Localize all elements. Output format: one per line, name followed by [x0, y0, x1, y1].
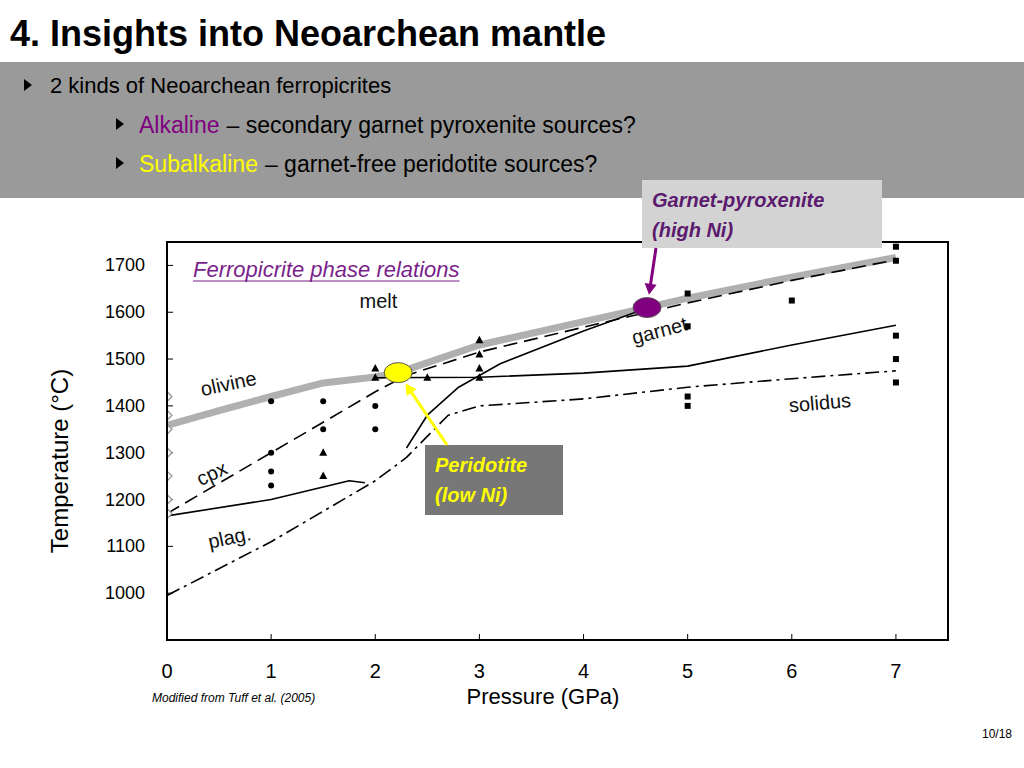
bullet-marker — [116, 118, 124, 130]
y-tick-label: 1700 — [105, 255, 145, 275]
phase-label: solidus — [788, 389, 852, 416]
experiment-point — [319, 448, 327, 456]
phase-label: cpx — [193, 457, 231, 490]
experiment-point — [268, 450, 274, 456]
experiment-point — [475, 364, 483, 372]
experiment-point — [320, 398, 326, 404]
source-marker — [633, 298, 661, 318]
y-tick-label: 1500 — [105, 349, 145, 369]
phase-label: olivine — [198, 367, 258, 400]
experiment-point — [423, 373, 431, 381]
x-tick-label: 4 — [578, 660, 589, 682]
x-tick-label: 7 — [890, 660, 901, 682]
callout-arrow — [650, 248, 656, 287]
y-tick-label: 1200 — [105, 490, 145, 510]
plot-area — [167, 244, 899, 596]
experiment-point — [789, 298, 795, 304]
y-tick-label: 1300 — [105, 443, 145, 463]
experiment-point — [475, 336, 483, 344]
phase-label: garnet — [629, 312, 690, 348]
keyword: Alkaline — [139, 112, 220, 138]
x-tick-label: 2 — [370, 660, 381, 682]
source-note: Modified from Tuff et al. (2005) — [152, 691, 315, 705]
x-tick-label: 0 — [161, 660, 172, 682]
experiment-point — [372, 426, 378, 432]
experiment-point — [893, 379, 899, 385]
sub-bullet-text: – garnet-free peridotite sources? — [265, 151, 597, 177]
experiment-point — [475, 373, 483, 381]
phase-boundary — [167, 371, 896, 596]
callout-box — [425, 445, 563, 515]
arrow-head — [645, 283, 657, 295]
x-tick-label: 5 — [682, 660, 693, 682]
experiment-point — [268, 482, 274, 488]
sub-bullet: Subalkaline – garnet-free peridotite sour… — [139, 151, 597, 177]
page-number: 10/18 — [982, 727, 1012, 741]
x-tick-label: 1 — [266, 660, 277, 682]
phase-boundary — [407, 312, 636, 448]
x-tick-label: 3 — [474, 660, 485, 682]
phase-boundary — [167, 481, 365, 516]
arrow-head — [405, 383, 416, 395]
bullet-marker — [116, 157, 124, 169]
callout-text: Garnet-pyroxenite — [652, 189, 824, 211]
phase-boundary — [167, 258, 896, 426]
bullet-band — [0, 62, 1024, 198]
callout-text: (high Ni) — [652, 219, 733, 241]
experiment-point — [268, 398, 274, 404]
experiment-point — [893, 244, 899, 250]
callout-text: (low Ni) — [435, 484, 508, 506]
sub-bullet: Alkaline – secondary garnet pyroxenite so… — [139, 112, 636, 138]
experiment-point — [319, 472, 327, 480]
phase-label: plag. — [206, 522, 253, 553]
x-axis-label: Pressure (GPa) — [467, 684, 620, 709]
experiment-point — [893, 333, 899, 339]
experiment-point — [268, 468, 274, 474]
bullet-marker — [24, 79, 32, 91]
y-tick-label: 1000 — [105, 583, 145, 603]
slide: 4. Insights into Neoarchean mantle 2 kind… — [0, 0, 1024, 768]
experiment-point — [475, 350, 483, 358]
phase-label: melt — [359, 290, 397, 312]
sub-bullet-text: – secondary garnet pyroxenite sources? — [227, 112, 636, 138]
experiment-point — [685, 403, 691, 409]
callout-box — [642, 180, 882, 248]
chart-title: Ferropicrite phase relations — [193, 257, 460, 282]
callout-text: Peridotite — [435, 454, 527, 476]
experiment-point — [685, 291, 691, 297]
bullet-text: 2 kinds of Neoarchean ferropicrites — [50, 73, 391, 98]
slide-title: 4. Insights into Neoarchean mantle — [10, 13, 606, 54]
experiment-point — [371, 373, 379, 381]
plot-frame — [167, 242, 948, 640]
experiment-point — [893, 258, 899, 264]
keyword: Subalkaline — [139, 151, 258, 177]
experiment-point — [372, 403, 378, 409]
experiment-point — [371, 364, 379, 372]
experiment-point — [685, 394, 691, 400]
title-underline — [193, 280, 460, 281]
y-tick-label: 1100 — [106, 536, 145, 556]
experiment-point — [320, 426, 326, 432]
callout-arrow — [410, 390, 447, 445]
y-axis-label: Temperature (°C) — [46, 369, 73, 553]
experiment-point — [893, 356, 899, 362]
source-marker — [384, 363, 412, 383]
y-tick-label: 1600 — [105, 302, 145, 322]
y-tick-label: 1400 — [105, 396, 145, 416]
x-tick-label: 6 — [786, 660, 797, 682]
